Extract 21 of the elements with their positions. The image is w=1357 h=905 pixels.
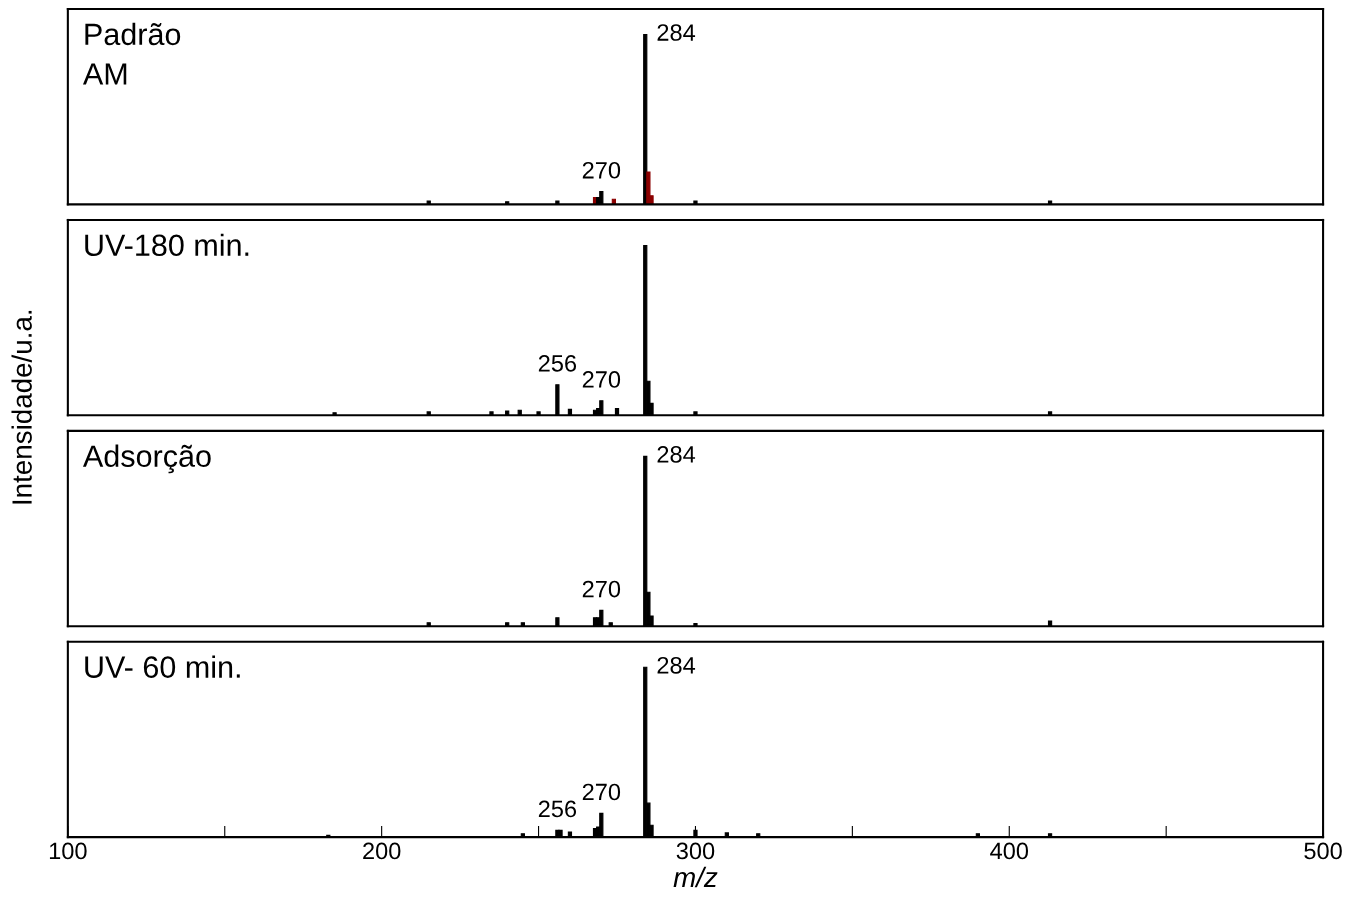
- x-tick-label: 300: [676, 842, 715, 860]
- x-tick-label: 500: [1304, 842, 1342, 860]
- x-axis-title: m/z: [673, 866, 718, 888]
- x-tick-label: 400: [990, 842, 1029, 860]
- annotation: UV- 60 min.: [85, 655, 240, 678]
- annotation: 270: [582, 371, 621, 388]
- annotation: 270: [582, 161, 621, 179]
- annotation: Adsorção: [82, 444, 211, 474]
- annotation: Padrão AM: [82, 22, 181, 85]
- y-axis-title: Intensidade/u.a.: [11, 310, 32, 504]
- annotation: 256: [538, 354, 577, 372]
- annotation: 284: [657, 656, 696, 674]
- annotation: 270: [582, 783, 621, 801]
- annotation: 284: [657, 445, 696, 463]
- bar: [646, 171, 651, 205]
- x-tick-label: 200: [363, 842, 401, 860]
- annotation: 256: [538, 800, 577, 818]
- x-tick-label: 100: [49, 842, 87, 860]
- annotation: UV-180 min.: [85, 233, 249, 257]
- annotation: 270: [582, 580, 621, 598]
- annotation: 284: [657, 24, 696, 41]
